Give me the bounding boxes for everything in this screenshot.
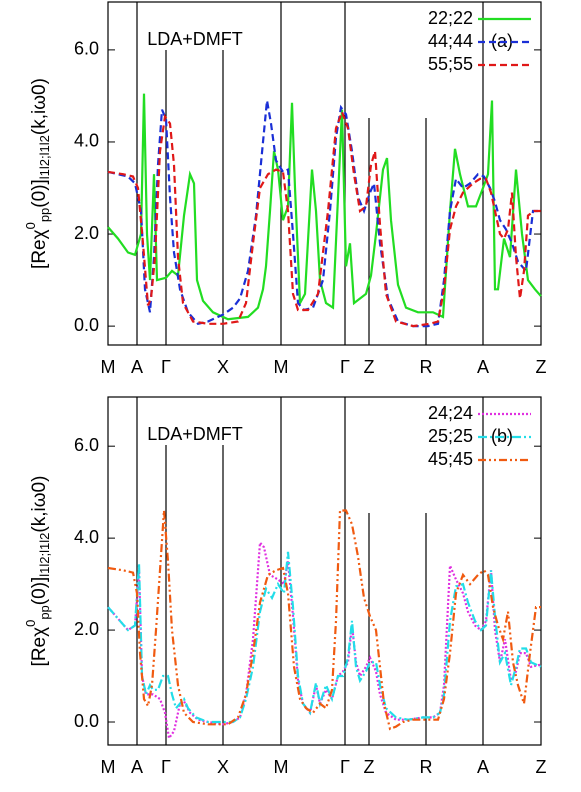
panel-label: (b) [491, 426, 513, 446]
x-tick-label: M [101, 757, 116, 777]
x-tick-label: Γ [161, 757, 171, 777]
x-tick-label: M [274, 357, 289, 377]
x-tick-label: Z [536, 757, 547, 777]
y-axis-label-part: (0)] [29, 577, 50, 606]
annotation: LDA+DMFT [147, 29, 243, 49]
y-tick-label: 4.0 [74, 131, 99, 151]
legend-label: 25;25 [428, 426, 473, 446]
legend-label: 24;24 [428, 403, 473, 423]
y-tick-label: 6.0 [74, 39, 99, 59]
annotation: LDA+DMFT [147, 424, 243, 444]
y-axis-label-part: l1l2;l1l2 [37, 533, 52, 577]
y-tick-label: 0.0 [74, 711, 99, 731]
series-line [107, 108, 541, 328]
plot-frame [107, 1, 542, 346]
x-tick-label: Γ [161, 357, 171, 377]
y-tick-label: 4.0 [74, 527, 99, 547]
series-line [107, 551, 542, 724]
x-tick-label: Z [364, 757, 375, 777]
legend-label: 44;44 [428, 31, 473, 51]
y-axis-label-part: 0 [23, 222, 38, 229]
y-tick-label: 2.0 [74, 223, 99, 243]
legend-label: 45;45 [428, 449, 473, 469]
y-axis-label-part: 0 [23, 620, 38, 627]
y-axis-label-part: pp [37, 208, 52, 222]
y-axis-label-part: l1l2;l1l2 [37, 135, 52, 179]
x-tick-label: M [101, 357, 116, 377]
x-tick-label: Γ [340, 357, 350, 377]
series-line [107, 93, 542, 321]
x-tick-label: X [217, 357, 229, 377]
x-tick-label: X [217, 757, 229, 777]
y-axis-label-part: (k,iω0) [29, 78, 50, 135]
plot-frame [107, 396, 542, 746]
x-tick-label: M [274, 757, 289, 777]
x-tick-label: R [420, 757, 433, 777]
legend-label: 55;55 [428, 54, 473, 74]
x-tick-label: R [420, 357, 433, 377]
y-axis-label-part: (k,iω0) [29, 476, 50, 533]
x-tick-label: A [131, 757, 143, 777]
x-tick-label: A [131, 357, 143, 377]
legend-label: 22;22 [428, 8, 473, 28]
y-axis-label-part: [Reχ [29, 229, 50, 269]
y-axis-label-part: pp [37, 605, 52, 619]
y-axis-label: [Reχ0pp(0)]l1l2;l1l2(k,iω0) [23, 78, 52, 269]
y-tick-label: 6.0 [74, 435, 99, 455]
panel-label: (a) [491, 31, 513, 51]
x-tick-label: A [477, 757, 489, 777]
series-line [107, 100, 541, 328]
y-tick-label: 0.0 [74, 315, 99, 335]
y-axis-label-part: [Reχ [29, 627, 50, 667]
x-tick-label: Z [364, 357, 375, 377]
x-tick-label: Γ [340, 757, 350, 777]
x-tick-label: A [477, 357, 489, 377]
x-tick-label: Z [536, 357, 547, 377]
y-axis-label-part: (0)] [29, 179, 50, 208]
y-tick-label: 2.0 [74, 619, 99, 639]
y-axis-label: [Reχ0pp(0)]l1l2;l1l2(k,iω0) [23, 476, 52, 667]
